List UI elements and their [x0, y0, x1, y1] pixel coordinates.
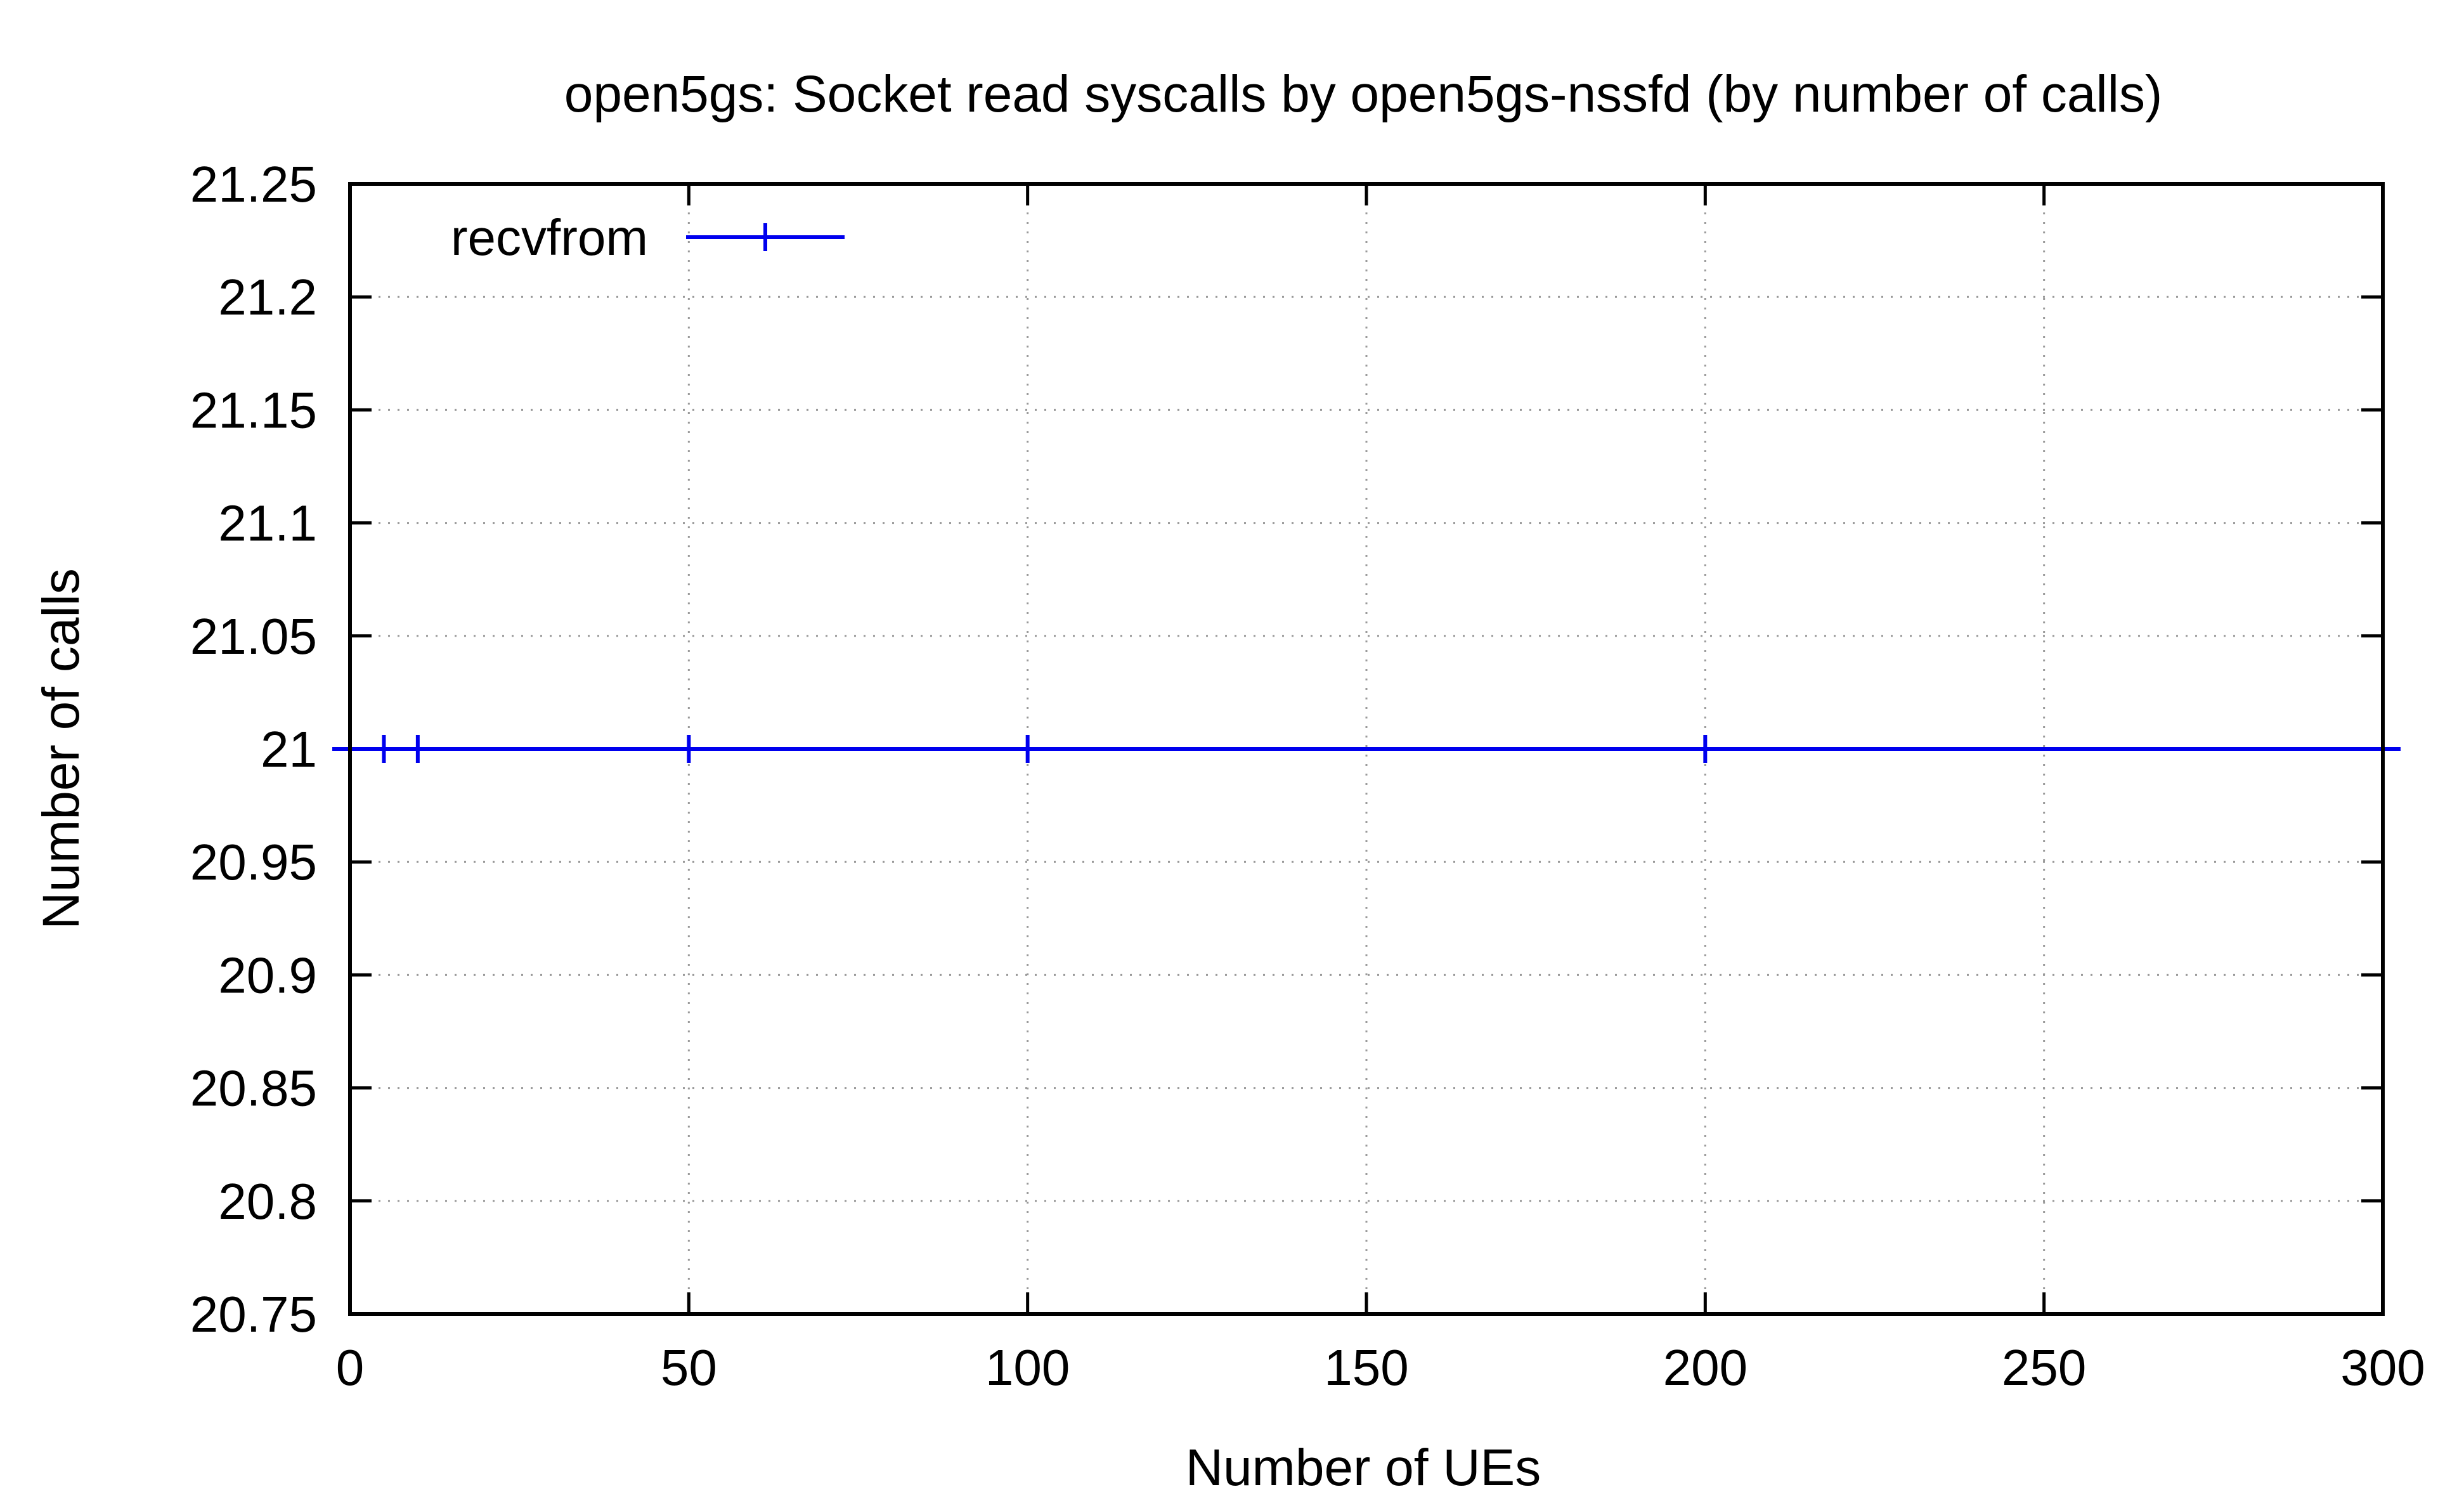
y-tick-label: 21.05 — [190, 608, 317, 665]
y-tick-label: 21.15 — [190, 382, 317, 438]
y-tick-label: 21.2 — [218, 269, 317, 325]
x-axis-title: Number of UEs — [1186, 1439, 1541, 1497]
x-tick-label: 300 — [2340, 1339, 2425, 1396]
y-tick-label: 21.1 — [218, 495, 317, 552]
y-tick-labels: 20.75 20.8 20.85 20.9 20.95 21 21.05 21.1 21.15 2… — [190, 156, 317, 1342]
x-tick-label: 200 — [1663, 1339, 1747, 1396]
y-tick-label: 20.8 — [218, 1173, 317, 1230]
y-tick-label: 20.95 — [190, 834, 317, 890]
x-tick-label: 250 — [2002, 1339, 2086, 1396]
x-tick-label: 50 — [661, 1339, 717, 1396]
x-tick-label: 100 — [985, 1339, 1070, 1396]
plot-frame — [348, 182, 2385, 1316]
legend-label-recvfrom: recvfrom — [451, 209, 648, 266]
x-tick-labels: 0 50 100 150 200 250 300 — [336, 1339, 2425, 1396]
y-tick-label: 21.25 — [190, 156, 317, 212]
series-layer — [332, 735, 2401, 763]
y-tick-label: 20.75 — [190, 1286, 317, 1342]
x-tick-label: 150 — [1324, 1339, 1408, 1396]
chart-title: open5gs: Socket read syscalls by open5gs… — [564, 65, 2163, 123]
legend: recvfrom — [451, 209, 845, 266]
y-tick-label: 20.85 — [190, 1060, 317, 1117]
y-tick-label: 21 — [261, 721, 317, 777]
y-axis-title: Number of calls — [32, 568, 90, 930]
y-tick-label: 20.9 — [218, 947, 317, 1003]
x-tick-label: 0 — [336, 1339, 365, 1396]
